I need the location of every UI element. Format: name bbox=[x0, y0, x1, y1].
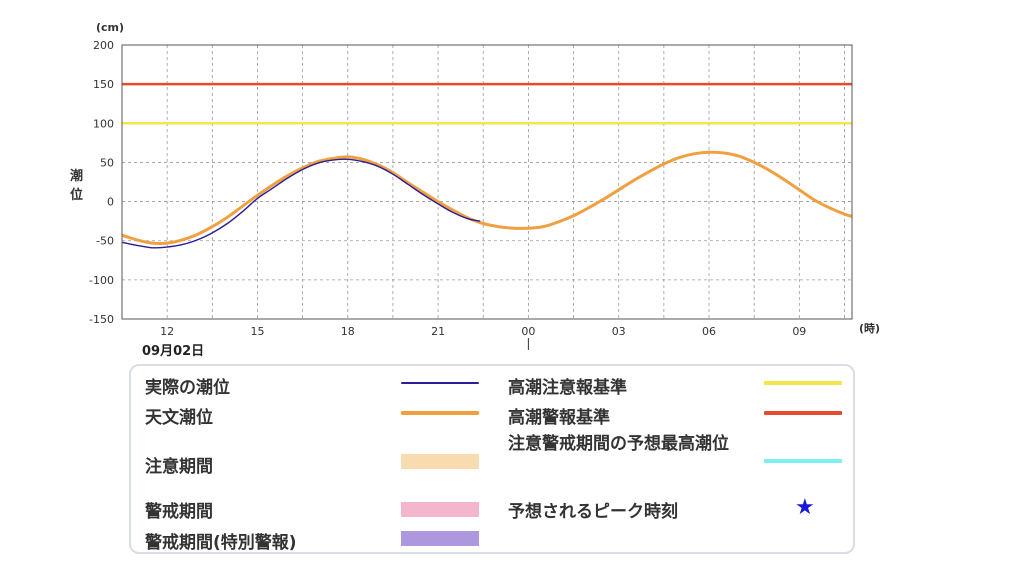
y-tick-label: -50 bbox=[96, 235, 114, 248]
legend-swatch-caution-period bbox=[401, 454, 479, 469]
legend: 実際の潮位 天文潮位 注意期間 警戒期間 警戒期間(特別警報) 高潮注意報基準 … bbox=[129, 364, 855, 554]
legend-label-astronomical-tide: 天文潮位 bbox=[145, 408, 213, 428]
y-tick-label: 50 bbox=[100, 156, 114, 169]
x-tick-label: 18 bbox=[341, 325, 355, 338]
series-lines bbox=[121, 150, 853, 249]
legend-label-advisory-criterion: 高潮注意報基準 bbox=[508, 378, 627, 398]
legend-label-predicted-max-tide: 注意警戒期間の予想最高潮位 bbox=[508, 434, 729, 454]
tide-chart: 200 150 100 50 0 -50 -100 -150 12 15 18 21 00 03 06 09… bbox=[70, 21, 880, 359]
threshold-lines bbox=[122, 82, 852, 125]
legend-swatch-advisory-criterion bbox=[764, 381, 842, 385]
date-label: 09月02日 bbox=[142, 344, 204, 359]
x-tick-label: 15 bbox=[250, 325, 264, 338]
x-tick-label: 06 bbox=[702, 325, 716, 338]
legend-swatch-special-warning-period bbox=[401, 531, 479, 546]
x-unit-label: (時) bbox=[859, 321, 880, 335]
y-tick-label: -100 bbox=[89, 274, 114, 287]
plot-frame bbox=[121, 44, 853, 320]
series-line-actual-tide bbox=[121, 158, 481, 249]
x-tick-label: 09 bbox=[792, 325, 806, 338]
legend-label-warning-period: 警戒期間 bbox=[145, 502, 213, 522]
legend-label-warning-criterion: 高潮警報基準 bbox=[508, 408, 610, 428]
series-line-astronomical-tide bbox=[121, 150, 853, 245]
y-tick-label: 200 bbox=[93, 39, 114, 52]
y-axis-label-2: 位 bbox=[70, 187, 83, 203]
star-icon: ★ bbox=[795, 495, 815, 520]
legend-swatch-astronomical-tide bbox=[401, 411, 479, 415]
x-tick-label: 03 bbox=[612, 325, 626, 338]
grid-lines bbox=[122, 45, 852, 319]
x-tick-label: 12 bbox=[160, 325, 174, 338]
y-tick-label: 150 bbox=[93, 78, 114, 91]
x-tick-label: 21 bbox=[431, 325, 445, 338]
x-tick-labels: 12 15 18 21 00 03 06 09 bbox=[160, 325, 806, 338]
y-tick-label: -150 bbox=[89, 313, 114, 326]
y-tick-label: 0 bbox=[107, 196, 114, 209]
legend-swatch-predicted-max-tide bbox=[764, 459, 842, 463]
legend-label-special-warning-period: 警戒期間(特別警報) bbox=[145, 533, 297, 553]
legend-label-actual-tide: 実際の潮位 bbox=[145, 378, 230, 398]
legend-swatch-warning-criterion bbox=[764, 411, 842, 415]
x-tick-label: 00 bbox=[521, 325, 535, 338]
y-axis-label: 潮 bbox=[70, 168, 83, 184]
legend-label-peak-time: 予想されるピーク時刻 bbox=[508, 502, 678, 522]
legend-swatch-warning-period bbox=[401, 502, 479, 517]
legend-label-caution-period: 注意期間 bbox=[145, 457, 213, 477]
y-tick-label: 100 bbox=[93, 117, 114, 130]
y-unit-label: (cm) bbox=[96, 21, 124, 34]
legend-swatch-actual-tide bbox=[401, 382, 479, 384]
y-tick-labels: 200 150 100 50 0 -50 -100 -150 bbox=[89, 39, 114, 326]
